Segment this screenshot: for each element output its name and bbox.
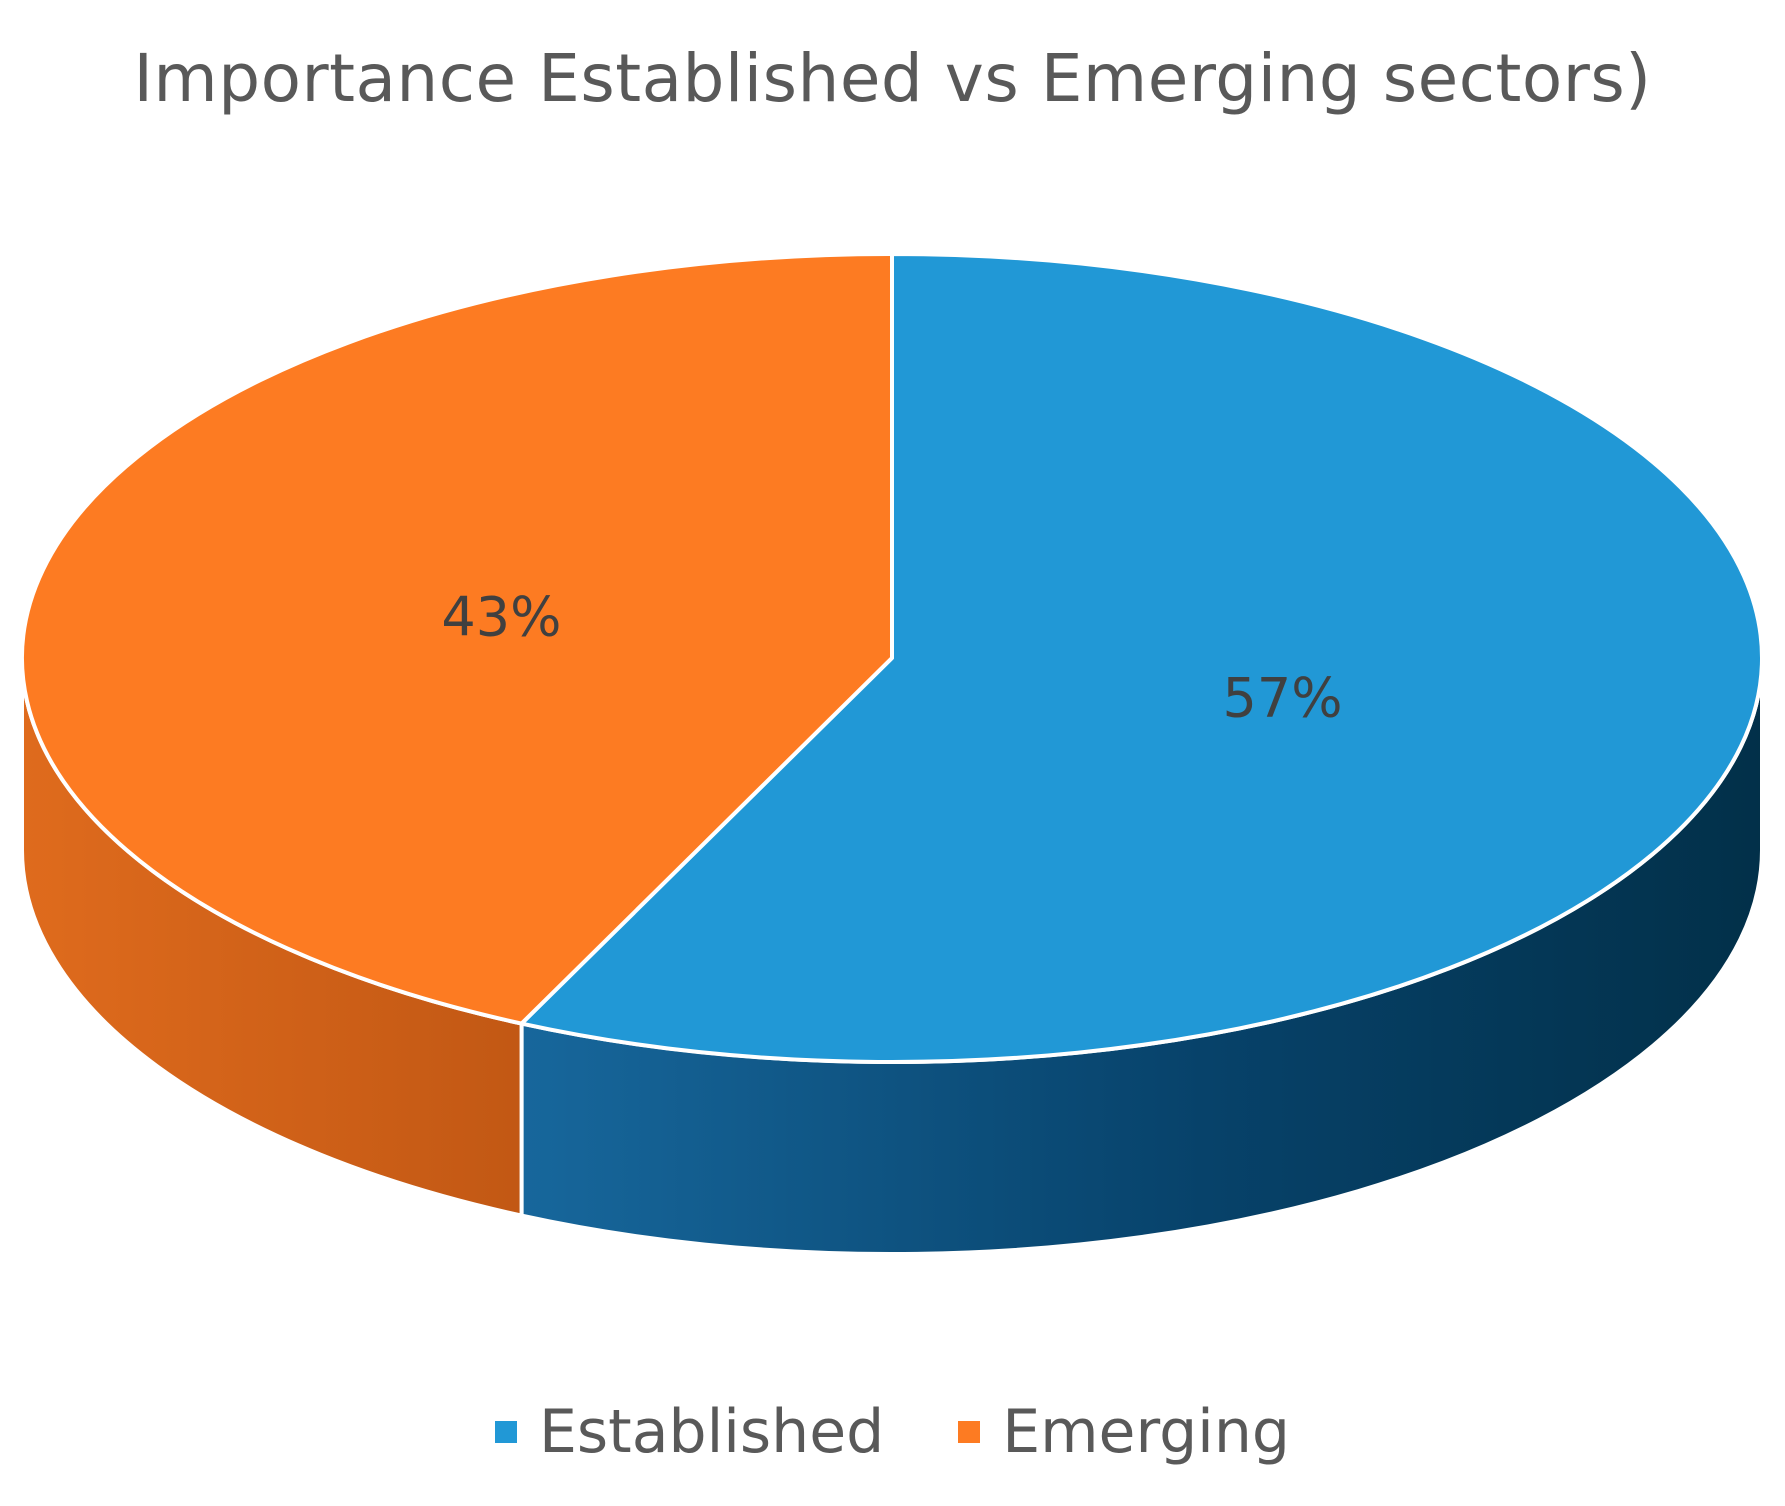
legend: Established Emerging [0, 1402, 1785, 1462]
pie-slice-established [519, 252, 1764, 1064]
data-label-emerging: 43% [441, 585, 561, 648]
pie-slice-emerging [20, 252, 894, 1026]
chart-title: Importance Established vs Emerging secto… [133, 40, 1652, 117]
legend-swatch-emerging [958, 1421, 981, 1443]
legend-swatch-established [495, 1421, 518, 1443]
data-label-established: 57% [1223, 667, 1343, 730]
legend-label-established: Established [539, 1397, 885, 1467]
legend-label-emerging: Emerging [1002, 1397, 1290, 1467]
legend-item-established: Established [495, 1402, 884, 1462]
legend-item-emerging: Emerging [958, 1402, 1290, 1462]
